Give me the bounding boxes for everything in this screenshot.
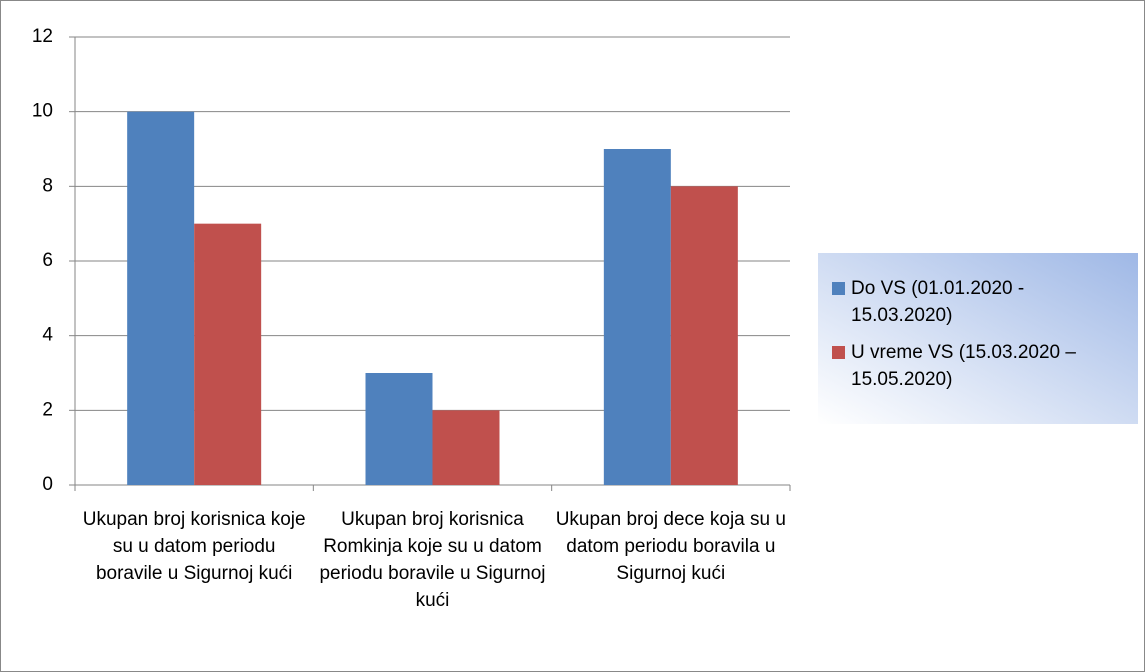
bar <box>365 373 433 485</box>
y-tick-label: 4 <box>42 325 53 346</box>
x-tick-label: Ukupan broj dece koja su u datom periodu… <box>555 509 786 584</box>
y-tick-label: 2 <box>42 399 53 420</box>
legend-item: Do VS (01.01.2020 - 15.03.2020) <box>832 275 1124 329</box>
bar <box>670 186 738 486</box>
y-tick-label: 8 <box>42 175 53 196</box>
legend-label: U vreme VS (15.03.2020 – 15.05.2020) <box>851 342 1076 390</box>
y-tick-label: 10 <box>32 101 53 122</box>
bar <box>194 223 262 485</box>
y-tick-label: 0 <box>42 474 53 495</box>
y-tick-label: 12 <box>32 26 53 47</box>
x-tick-label: Ukupan broj korisnica Romkinja koje su u… <box>319 509 546 611</box>
x-tick-label: Ukupan broj korisnica koje su u datom pe… <box>82 509 306 584</box>
legend-item: U vreme VS (15.03.2020 – 15.05.2020) <box>832 339 1124 393</box>
y-tick-label: 6 <box>42 250 53 271</box>
legend-label: Do VS (01.01.2020 - 15.03.2020) <box>851 278 1025 326</box>
bar <box>603 149 671 485</box>
legend: Do VS (01.01.2020 - 15.03.2020) U vreme V… <box>818 253 1138 424</box>
bar <box>432 410 500 485</box>
legend-swatch <box>832 282 845 295</box>
bar <box>127 111 195 486</box>
legend-swatch <box>832 346 845 359</box>
